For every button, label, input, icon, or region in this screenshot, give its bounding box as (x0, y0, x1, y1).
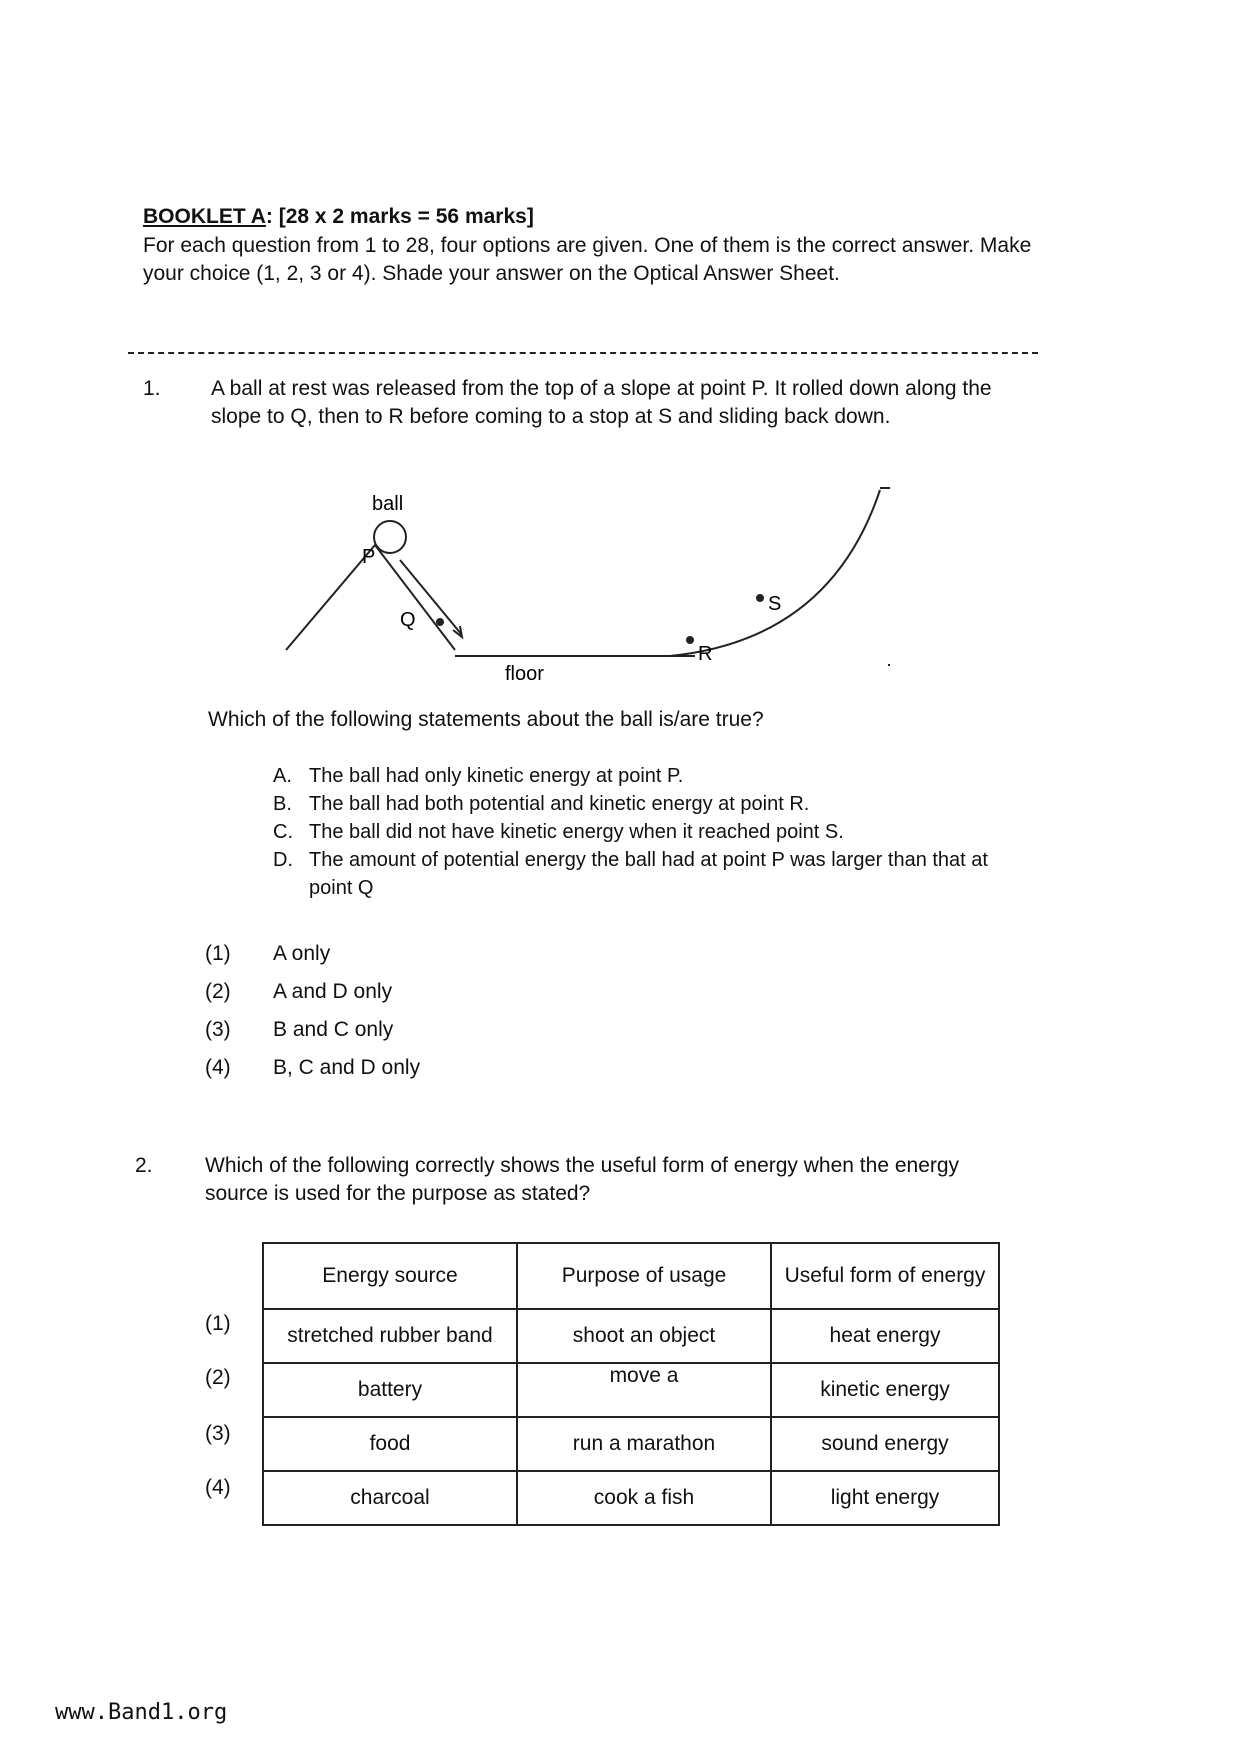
statement-text: The amount of potential energy the ball … (309, 849, 988, 899)
divider (128, 352, 1038, 354)
instructions: For each question from 1 to 28, four opt… (143, 234, 1032, 285)
slope-diagram: ball P Q R S floor (285, 487, 890, 685)
statement: D. The amount of potential energy the bal… (273, 846, 993, 902)
option-number: (1) (205, 942, 231, 965)
row-label: (1) (205, 1312, 231, 1335)
q1-number: 1. (143, 377, 161, 400)
ball-circle (373, 520, 407, 554)
label-s: S (768, 593, 781, 615)
cell: charcoal (262, 1470, 518, 1526)
q1-prompt: Which of the following statements about … (208, 708, 764, 731)
option-text: A only (273, 942, 331, 965)
option-text: B, C and D only (273, 1056, 421, 1079)
option-number: (3) (205, 1018, 231, 1041)
footer-watermark: www.Band1.org (55, 1700, 228, 1725)
q2-text: Which of the following correctly shows t… (205, 1154, 960, 1205)
cell: shoot an object (516, 1308, 772, 1364)
statement-text: The ball had both potential and kinetic … (309, 793, 810, 815)
label-ball: ball (372, 493, 403, 515)
curve-ramp (669, 489, 881, 657)
statement-text: The ball did not have kinetic energy whe… (309, 821, 844, 843)
label-r: R (698, 643, 712, 665)
row-label: (2) (205, 1366, 231, 1389)
row-label: (4) (205, 1476, 231, 1499)
arrow (399, 559, 463, 636)
ramp-support (880, 487, 890, 666)
statement: C. The ball did not have kinetic energy w… (273, 818, 993, 846)
table-row: charcoal cook a fish light energy (262, 1470, 1000, 1526)
statement-list: A. The ball had only kinetic energy at po… (273, 762, 993, 902)
cell: cook a fish (516, 1470, 772, 1526)
booklet-heading: BOOKLET A: [28 x 2 marks = 56 marks] (143, 203, 534, 231)
statement-text: The ball had only kinetic energy at poin… (309, 765, 684, 787)
option-text: B and C only (273, 1018, 394, 1041)
q2-number: 2. (135, 1154, 153, 1177)
cell: sound energy (770, 1416, 1000, 1472)
cell: move a (516, 1362, 772, 1418)
row-label: (3) (205, 1422, 231, 1445)
table-row: food run a marathon sound energy (262, 1416, 1000, 1472)
header-useful-form: Useful form of energy (770, 1242, 1000, 1310)
header-purpose: Purpose of usage (516, 1242, 772, 1310)
cell: kinetic energy (770, 1362, 1000, 1418)
option-text: A and D only (273, 980, 393, 1003)
statement: B. The ball had both potential and kineti… (273, 790, 993, 818)
table-header: Energy source Purpose of usage Useful form… (262, 1242, 1000, 1310)
option-number: (2) (205, 980, 231, 1003)
table-row: stretched rubber band shoot an object heat… (262, 1308, 1000, 1364)
statement-letter: A. (273, 765, 292, 787)
statement-letter: C. (273, 821, 293, 843)
option-4[interactable]: (4) B, C and D only (205, 1056, 420, 1080)
option-3[interactable]: (3) B and C only (205, 1018, 393, 1042)
label-floor: floor (505, 663, 544, 685)
cell: run a marathon (516, 1416, 772, 1472)
booklet-title: BOOKLET A (143, 205, 266, 228)
option-number: (4) (205, 1056, 231, 1079)
cell: food (262, 1416, 518, 1472)
cell: battery (262, 1362, 518, 1418)
booklet-marks: : [28 x 2 marks = 56 marks] (265, 205, 534, 228)
statement-letter: B. (273, 793, 292, 815)
statement-letter: D. (273, 849, 293, 871)
cell: light energy (770, 1470, 1000, 1526)
cell: stretched rubber band (262, 1308, 518, 1364)
energy-table: Energy source Purpose of usage Useful form… (262, 1242, 1000, 1526)
label-p: P (362, 546, 375, 568)
header-energy-source: Energy source (262, 1242, 518, 1310)
q1-text: A ball at rest was released from the top… (211, 377, 992, 428)
option-1[interactable]: (1) A only (205, 942, 330, 966)
table-row: battery move a kinetic energy (262, 1362, 1000, 1418)
statement: A. The ball had only kinetic energy at po… (273, 762, 993, 790)
cell: heat energy (770, 1308, 1000, 1364)
option-2[interactable]: (2) A and D only (205, 980, 392, 1004)
label-q: Q (400, 609, 416, 631)
